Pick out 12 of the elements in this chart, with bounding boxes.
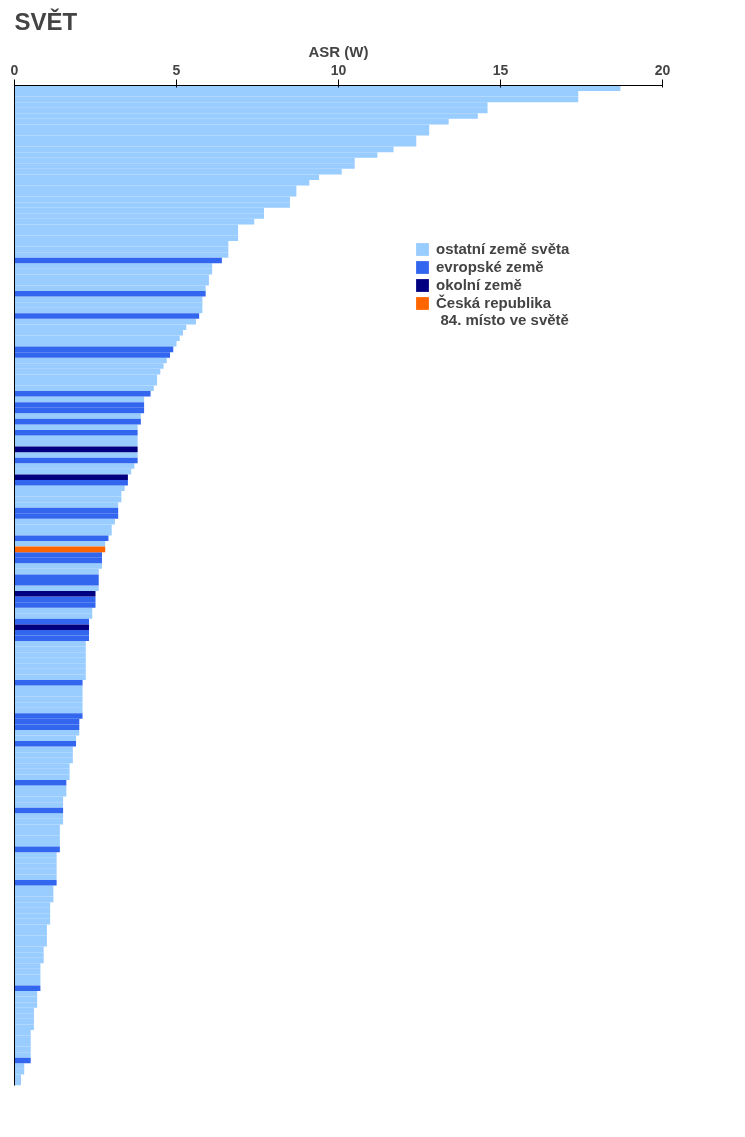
legend-label: Česká republika [436,294,552,311]
legend-label: ostatní země světa [436,240,570,257]
x-tick-label: 5 [172,61,181,78]
x-axis-title: ASR (W) [308,42,369,60]
x-tick-label: 20 [654,61,671,78]
x-tick-label: 15 [492,61,509,78]
legend-label: okolní země [436,276,522,293]
legend-label: evropské země [436,258,544,275]
annotation: 84. místo ve světě [440,310,569,328]
chart-title: SVĚT [14,7,78,35]
x-tick-label: 10 [330,61,347,78]
x-tick-label: 0 [10,61,19,78]
